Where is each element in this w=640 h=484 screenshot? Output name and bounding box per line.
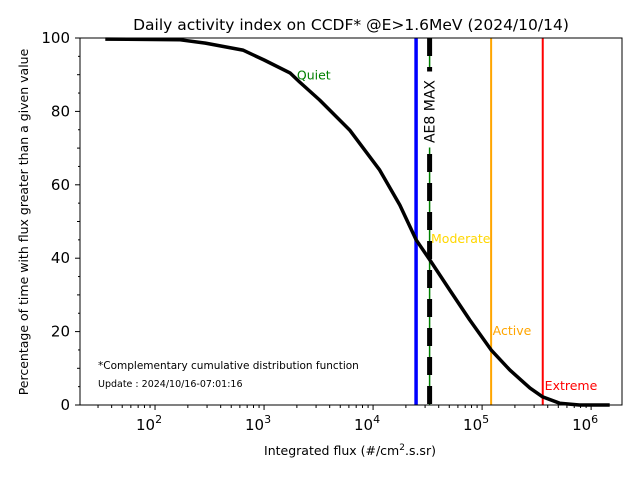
y-tick-label: 80 bbox=[51, 102, 70, 120]
y-tick-label: 20 bbox=[51, 323, 70, 341]
x-tick-label: 106 bbox=[572, 413, 598, 434]
plot-background bbox=[80, 38, 622, 405]
x-tick-label: 105 bbox=[463, 413, 489, 434]
x-axis-label: Integrated flux (#/cm2.s.sr) bbox=[264, 443, 436, 458]
annotation-active: Active bbox=[493, 323, 532, 338]
update-timestamp: Update : 2024/10/16-07:01:16 bbox=[98, 379, 243, 390]
ae8-max-label-bg bbox=[420, 71, 439, 148]
annotation-moderate: Moderate bbox=[431, 231, 491, 246]
annotation-extreme: Extreme bbox=[545, 378, 598, 393]
ccdf-curve bbox=[105, 37, 610, 407]
y-tick-label: 100 bbox=[41, 29, 70, 47]
chart-title: Daily activity index on CCDF* @E>1.6MeV … bbox=[133, 16, 569, 34]
x-tick-label: 102 bbox=[136, 413, 162, 434]
x-tick-label: 104 bbox=[354, 413, 380, 434]
ae8-max-label: AE8 MAX bbox=[423, 80, 439, 143]
y-tick-label: 40 bbox=[51, 249, 70, 267]
y-tick-label: 60 bbox=[51, 176, 70, 194]
footnote: *Complementary cumulative distribution f… bbox=[98, 360, 359, 372]
x-tick-label: 103 bbox=[245, 413, 271, 434]
plot-area: AE8 MAX Quiet Moderate Active Extreme 102 103 1… bbox=[41, 29, 623, 434]
y-tick-label: 0 bbox=[60, 396, 70, 414]
y-axis-label: Percentage of time with flux greater tha… bbox=[16, 48, 31, 395]
annotation-quiet: Quiet bbox=[297, 68, 331, 83]
